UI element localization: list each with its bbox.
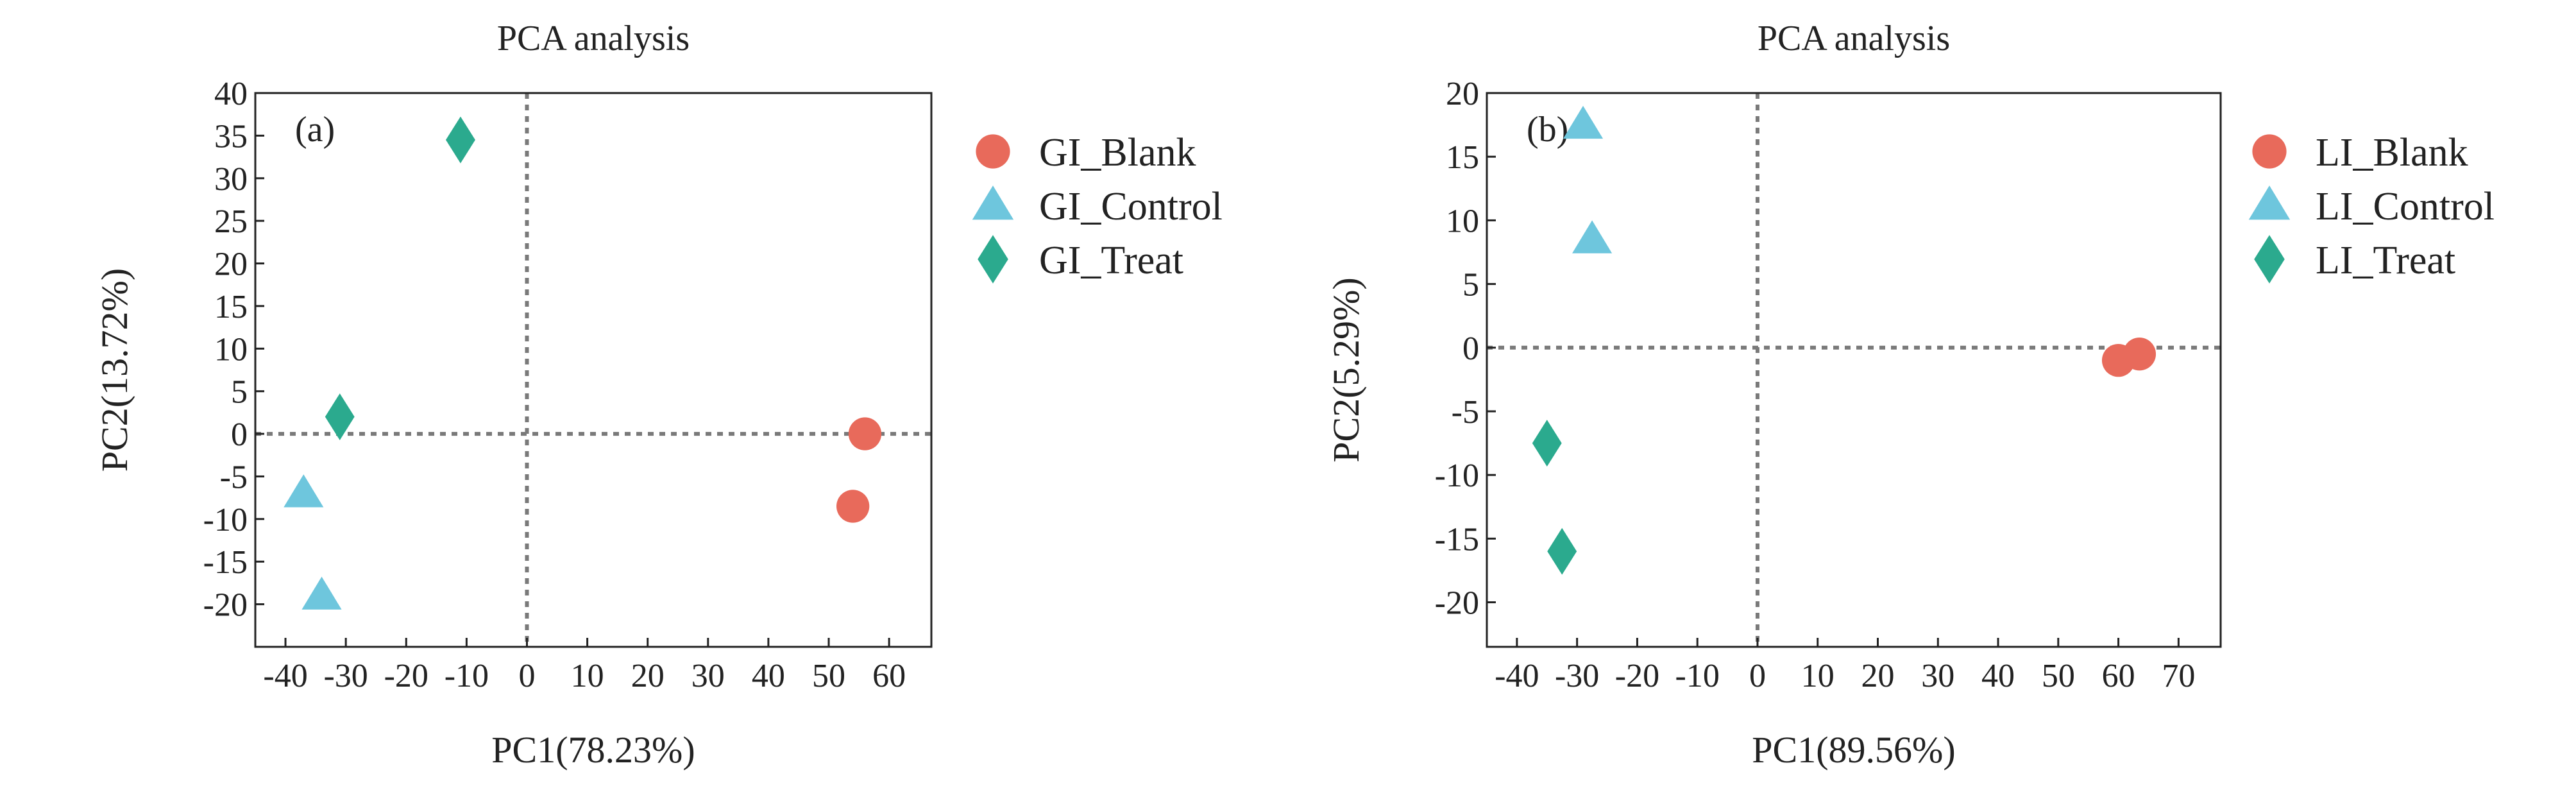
y-tick-label: 5 xyxy=(231,374,248,411)
y-axis-title: PC2(13.72%) xyxy=(94,268,135,472)
data-point-triangle xyxy=(301,576,342,610)
plot-frame xyxy=(254,92,933,648)
x-tick-label: -40 xyxy=(1495,658,1539,694)
y-tick-label: 15 xyxy=(1446,139,1479,176)
panel-label: (a) xyxy=(295,110,335,150)
legend-label: GI_Treat xyxy=(1039,239,1183,282)
data-point-diamond xyxy=(446,116,475,164)
x-tick-label: 60 xyxy=(872,658,906,694)
x-tick-label: 10 xyxy=(1801,658,1835,694)
y-tick-label: 20 xyxy=(214,246,248,283)
data-point-triangle xyxy=(1572,220,1613,253)
legend-label: LI_Blank xyxy=(2316,131,2468,175)
legend-marker-triangle xyxy=(972,185,1014,220)
chart-panel-a: PCA analysis-40 -30 -20 -10 0 10 20 30 40 50 60-20… xyxy=(94,19,1223,771)
x-tick-label: 20 xyxy=(1861,658,1895,694)
y-tick-label: -15 xyxy=(1435,521,1479,558)
y-axis-title: PC2(5.29%) xyxy=(1325,277,1367,462)
x-tick-label: -20 xyxy=(1615,658,1659,694)
legend-label: GI_Control xyxy=(1039,185,1223,228)
y-tick-label: 0 xyxy=(1462,330,1479,367)
data-point-diamond xyxy=(1532,420,1562,467)
x-tick-label: 60 xyxy=(2102,658,2135,694)
y-tick-label: 10 xyxy=(214,331,248,368)
x-tick-label: -30 xyxy=(323,658,368,694)
data-point-circle xyxy=(2123,338,2157,371)
legend: GI_Blank GI_Control GI_Treat xyxy=(972,131,1223,284)
y-tick-label: 25 xyxy=(214,203,248,240)
x-tick-label: 30 xyxy=(691,658,725,694)
y-tick-label: 20 xyxy=(1446,76,1479,112)
y-tick-label: -10 xyxy=(203,502,248,538)
y-tick-label: 0 xyxy=(231,416,248,453)
x-tick-label: -40 xyxy=(263,658,307,694)
y-tick-label: -5 xyxy=(1452,394,1479,431)
y-tick-label: 5 xyxy=(1462,267,1479,304)
panel-label: (b) xyxy=(1527,110,1568,150)
y-tick-label: -20 xyxy=(203,587,248,624)
x-tick-label: -10 xyxy=(1675,658,1720,694)
legend-marker-circle xyxy=(976,134,1010,169)
x-tick-label: 50 xyxy=(2042,658,2075,694)
x-tick-label: 0 xyxy=(518,658,535,694)
data-point-triangle xyxy=(1563,105,1604,139)
y-tick-label: 30 xyxy=(214,161,248,198)
plot-frame xyxy=(1486,92,2222,648)
x-tick-label: -30 xyxy=(1555,658,1599,694)
legend-marker-diamond xyxy=(2254,235,2285,284)
legend-label: LI_Control xyxy=(2316,185,2495,228)
y-tick-label: -20 xyxy=(1435,585,1479,622)
y-tick-label: 40 xyxy=(214,76,248,112)
x-tick-label: 20 xyxy=(631,658,665,694)
y-tick-label: -10 xyxy=(1435,458,1479,494)
legend-label: GI_Blank xyxy=(1039,131,1196,175)
chart-title: PCA analysis xyxy=(1758,19,1950,58)
x-tick-label: 70 xyxy=(2162,658,2195,694)
x-tick-label: 30 xyxy=(1921,658,1954,694)
data-point-triangle xyxy=(284,474,324,508)
legend-marker-diamond xyxy=(978,235,1008,284)
x-tick-label: 0 xyxy=(1749,658,1766,694)
x-tick-label: -20 xyxy=(384,658,428,694)
x-axis-title: PC1(89.56%) xyxy=(1752,729,1955,771)
legend-marker-circle xyxy=(2252,134,2287,169)
data-point-circle xyxy=(836,490,870,523)
data-point-diamond xyxy=(325,393,355,440)
y-tick-label: 15 xyxy=(214,289,248,325)
x-tick-label: 40 xyxy=(1981,658,2015,694)
y-tick-label: -5 xyxy=(220,459,248,495)
chart-panel-b: PCA analysis-40 -30 -20 -10 0 10 20 30 40 50 60 70-… xyxy=(1325,19,2495,771)
y-tick-label: 35 xyxy=(214,118,248,155)
x-tick-label: 40 xyxy=(752,658,785,694)
data-point-diamond xyxy=(1547,527,1577,575)
x-tick-label: -10 xyxy=(445,658,489,694)
x-axis-title: PC1(78.23%) xyxy=(491,729,695,771)
x-tick-label: 50 xyxy=(812,658,845,694)
y-tick-label: 10 xyxy=(1446,203,1479,239)
legend-label: LI_Treat xyxy=(2316,239,2455,282)
legend: LI_Blank LI_Control LI_Treat xyxy=(2248,131,2495,284)
x-tick-label: 10 xyxy=(571,658,604,694)
y-tick-label: -15 xyxy=(203,544,248,581)
legend-marker-triangle xyxy=(2248,185,2291,220)
chart-title: PCA analysis xyxy=(497,19,690,58)
data-point-circle xyxy=(848,417,882,450)
